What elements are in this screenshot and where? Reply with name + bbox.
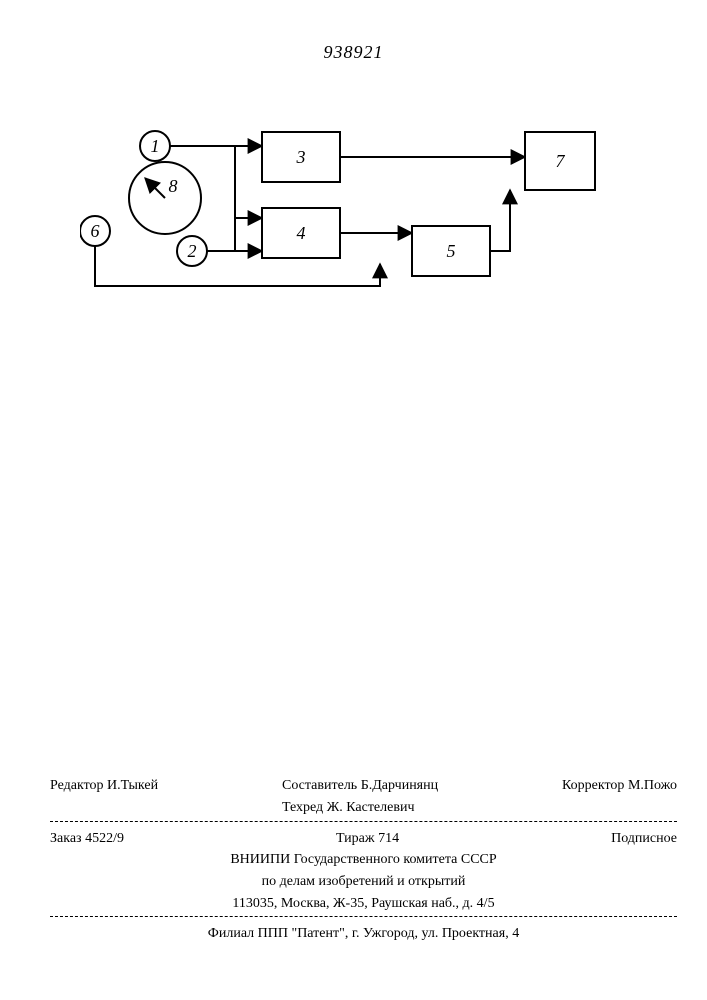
org-line-1: ВНИИПИ Государственного комитета СССР (50, 849, 677, 871)
node-n5: 5 (412, 226, 490, 276)
editor-name: И.Тыкей (107, 778, 158, 793)
imprint-block: Редактор И.Тыкей Составитель Б.Дарчинянц… (50, 775, 677, 945)
node-n2: 2 (177, 236, 207, 266)
order-label: Заказ (50, 831, 82, 846)
corrector-credit: Корректор М.Пожо (562, 775, 677, 818)
svg-text:8: 8 (169, 176, 178, 196)
credits-row: Редактор И.Тыкей Составитель Б.Дарчинянц… (50, 775, 677, 818)
techred-label: Техред (282, 800, 323, 815)
order: Заказ 4522/9 (50, 828, 124, 850)
separator-2 (50, 916, 677, 917)
svg-text:3: 3 (296, 147, 306, 167)
branch-line: Филиал ППП "Патент", г. Ужгород, ул. Про… (50, 923, 677, 945)
editor-credit: Редактор И.Тыкей (50, 775, 158, 818)
node-n7: 7 (525, 132, 595, 190)
corrector-name: М.Пожо (628, 778, 677, 793)
separator-1 (50, 821, 677, 822)
order-row: Заказ 4522/9 Тираж 714 Подписное (50, 828, 677, 850)
techred-name: Ж. Кастелевич (327, 800, 415, 815)
editor-label: Редактор (50, 778, 104, 793)
node-n6: 6 (80, 216, 110, 246)
block-diagram: 18 2 6 3 4 5 7 (80, 118, 620, 348)
svg-text:6: 6 (91, 221, 100, 241)
svg-text:1: 1 (151, 136, 160, 156)
print-run: Тираж 714 (336, 828, 399, 850)
subscription: Подписное (611, 828, 677, 850)
svg-text:2: 2 (188, 241, 197, 261)
svg-text:5: 5 (447, 241, 456, 261)
edge (490, 190, 510, 251)
print-run-label: Тираж (336, 831, 375, 846)
svg-text:4: 4 (297, 223, 306, 243)
node-n1: 1 (140, 131, 170, 161)
middle-credits: Составитель Б.Дарчинянц Техред Ж. Кастел… (282, 775, 438, 818)
node-n8: 8 (129, 162, 201, 234)
svg-text:7: 7 (556, 151, 566, 171)
edge (235, 146, 262, 218)
order-number: 4522/9 (85, 831, 124, 846)
node-n3: 3 (262, 132, 340, 182)
page-number: 938921 (0, 42, 707, 63)
compiler-label: Составитель (282, 778, 357, 793)
print-run-number: 714 (378, 831, 399, 846)
org-line-2: по делам изобретений и открытий (50, 871, 677, 893)
org-address: 113035, Москва, Ж-35, Раушская наб., д. … (50, 893, 677, 915)
compiler-name: Б.Дарчинянц (361, 778, 438, 793)
corrector-label: Корректор (562, 778, 624, 793)
node-n4: 4 (262, 208, 340, 258)
